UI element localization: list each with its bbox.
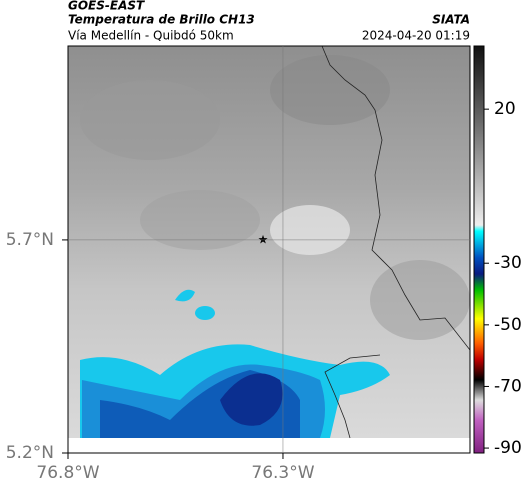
lon-tick-label: 76.8°W bbox=[36, 463, 99, 483]
timestamp: 2024-04-20 01:19 bbox=[362, 29, 470, 43]
lat-tick-label: 5.2°N bbox=[6, 443, 54, 463]
colorbar bbox=[473, 45, 485, 454]
source: SIATA bbox=[432, 13, 470, 27]
colorbar-tick-label: -90 bbox=[494, 438, 522, 458]
route: Vía Medellín - Quibdó 50km bbox=[68, 29, 234, 43]
colorbar-tick-label: 20 bbox=[494, 99, 516, 119]
title: GOES-EAST bbox=[68, 0, 145, 13]
satellite-image: ★ bbox=[68, 46, 470, 453]
colorbar-tick-label: -50 bbox=[494, 315, 522, 335]
svg-text:★: ★ bbox=[258, 233, 269, 247]
colorbar-tick-label: -30 bbox=[494, 253, 522, 273]
colorbar-tick-label: -70 bbox=[494, 376, 522, 396]
lon-tick-label: 76.3°W bbox=[251, 463, 314, 483]
lat-tick-label: 5.7°N bbox=[6, 230, 54, 250]
map-frame bbox=[67, 45, 471, 454]
subtitle: Temperatura de Brillo CH13 bbox=[68, 13, 255, 27]
